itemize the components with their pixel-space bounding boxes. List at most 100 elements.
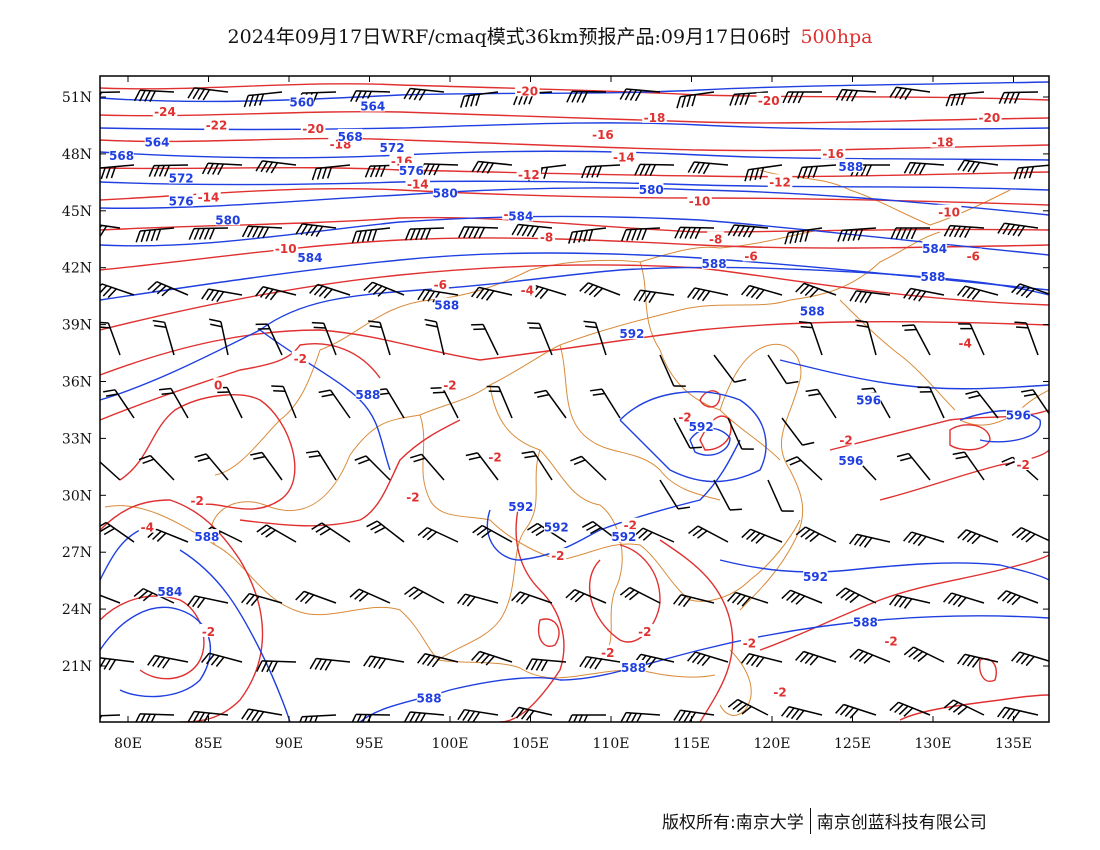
wind-barb xyxy=(349,588,391,604)
wind-barb xyxy=(581,164,621,179)
contour-label-bg xyxy=(360,98,385,112)
contour-label-bg xyxy=(508,498,534,512)
contour-label-bg xyxy=(215,212,241,226)
wind-barb xyxy=(958,323,985,356)
x-tick-label: 105E xyxy=(512,736,549,752)
contour-label-bg xyxy=(441,377,459,391)
contour-label: -2 xyxy=(839,433,852,447)
contour-label: 588 xyxy=(434,299,459,313)
contour-label: 596 xyxy=(1006,409,1031,423)
contour-label: -2 xyxy=(443,378,456,392)
contour-label-bg xyxy=(621,517,639,531)
wind-barb xyxy=(363,281,405,297)
contour-label: 588 xyxy=(800,304,825,318)
wind-barb xyxy=(241,225,283,239)
wind-barb xyxy=(903,287,945,302)
wind-barb xyxy=(837,227,877,242)
wind-barb xyxy=(676,91,715,109)
wind-barb xyxy=(309,283,351,299)
wind-barb xyxy=(849,533,891,548)
wind-barb xyxy=(471,160,513,174)
wind-barb xyxy=(311,164,351,181)
wind-barb xyxy=(351,713,391,722)
wind-barb xyxy=(430,386,459,419)
wind-barb xyxy=(621,227,661,242)
wind-barb xyxy=(311,321,337,356)
wind-barb xyxy=(903,531,945,547)
contour-label: -24 xyxy=(154,105,176,119)
contour-label-bg xyxy=(1014,457,1032,471)
wind-barb xyxy=(889,594,931,609)
map-title: 2024年09月17日WRF/cmaq模式36km预报产品:09月17日06时 5… xyxy=(0,22,1100,49)
contour-label-bg xyxy=(701,255,727,269)
contour-label: 596 xyxy=(856,394,881,408)
wind-barb xyxy=(917,386,945,419)
wind-barb xyxy=(366,520,405,543)
contour-label: 588 xyxy=(194,530,219,544)
wind-barb xyxy=(295,590,337,604)
contour-label: 576 xyxy=(169,194,194,208)
wind-barb xyxy=(147,654,189,669)
x-tick-label: 125E xyxy=(834,736,871,752)
contour-label-bg xyxy=(803,568,828,582)
wind-barb xyxy=(943,699,985,716)
y-tick-label: 24N xyxy=(62,602,92,618)
contour-label: 580 xyxy=(433,187,458,201)
x-tick-label: 135E xyxy=(995,736,1032,752)
wind-barb xyxy=(368,320,391,356)
wind-barb xyxy=(486,385,513,419)
wind-barb xyxy=(418,163,459,176)
map-frame xyxy=(99,75,1050,723)
contour-label-bg xyxy=(291,350,309,364)
wind-barb xyxy=(889,701,931,717)
contour-label: 584 xyxy=(508,210,533,224)
wind-barb xyxy=(997,590,1039,606)
wind-barb xyxy=(889,86,931,100)
wind-barb xyxy=(795,650,837,666)
contour-label: -12 xyxy=(769,175,791,189)
contour-label: -2 xyxy=(551,549,564,563)
wind-barb xyxy=(673,709,715,722)
y-tick-label: 51N xyxy=(62,90,92,106)
wind-barb xyxy=(767,354,799,385)
contour-label-bg xyxy=(196,189,221,203)
wind-barb xyxy=(568,227,607,244)
wind-barb xyxy=(188,227,229,240)
wind-barb xyxy=(997,222,1039,237)
wind-barb xyxy=(782,91,822,104)
contour-label: 596 xyxy=(838,454,863,468)
contour-label: -20 xyxy=(302,122,324,136)
wind-barb xyxy=(781,589,823,605)
wind-barb xyxy=(619,88,661,102)
contour-label-bg xyxy=(200,623,217,637)
contour-label-bg xyxy=(800,303,825,317)
contour-label: -14 xyxy=(613,151,635,165)
contour-label: 584 xyxy=(297,251,322,265)
wind-barb xyxy=(620,711,661,722)
contour-label: 0 xyxy=(214,378,222,392)
contour-label-bg xyxy=(621,659,646,673)
contour-label: -10 xyxy=(689,194,711,208)
contour-label-bg xyxy=(538,229,556,243)
y-tick-label: 39N xyxy=(62,318,92,334)
contour-label: 588 xyxy=(355,388,380,402)
wind-barb xyxy=(659,479,691,510)
wind-barb xyxy=(943,224,985,238)
y-tick-label: 36N xyxy=(62,375,92,391)
contour-label: 588 xyxy=(621,661,646,675)
contour-label: 564 xyxy=(360,99,385,113)
wind-barb xyxy=(1014,321,1039,356)
contour-label: -12 xyxy=(518,168,540,182)
geopotential-height-contours xyxy=(100,81,1049,722)
y-tick-label: 42N xyxy=(62,261,92,277)
height-labels: 560 564 568 564 568 572 576 572 576 580 580 588 584 5… xyxy=(109,94,1031,705)
wind-barb xyxy=(565,589,607,604)
wind-barb xyxy=(633,289,675,303)
contour-label-bg xyxy=(188,493,206,507)
wind-barb xyxy=(295,223,337,238)
wind-barb xyxy=(256,524,297,543)
title-text: 2024年09月17日WRF/cmaq模式36km预报产品:09月17日06时 xyxy=(227,26,791,48)
contour-label-bg xyxy=(404,489,422,503)
contour-label: 592 xyxy=(689,420,714,434)
wind-barb xyxy=(902,324,931,356)
